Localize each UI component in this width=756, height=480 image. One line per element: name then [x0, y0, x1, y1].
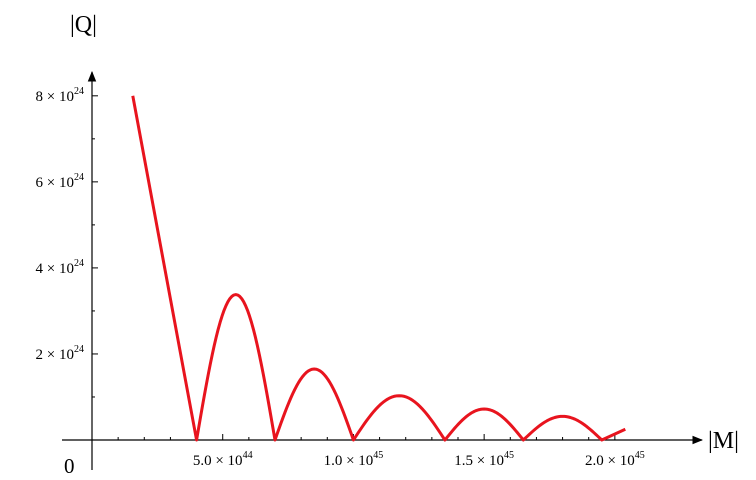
- y-axis-label: |Q|: [70, 12, 97, 38]
- x-minor-ticks: [117, 437, 590, 440]
- origin-label: 0: [64, 454, 75, 478]
- x-tick-label: 1.5 × 1045: [454, 450, 514, 469]
- y-tick-label: 8 × 1024: [36, 86, 84, 105]
- series-line: [131, 95, 626, 442]
- y-ticks: 2 × 1024 4 × 1024 6 × 1024 8 × 1024: [36, 86, 98, 363]
- x-tick-label: 1.0 × 1045: [324, 450, 384, 469]
- axes: [62, 70, 704, 470]
- y-tick-label: 6 × 1024: [36, 172, 84, 191]
- x-axis-label: |M|: [708, 428, 739, 454]
- y-tick-label: 4 × 1024: [36, 258, 84, 277]
- y-minor-ticks: [92, 138, 95, 398]
- x-ticks: 5.0 × 1044 1.0 × 1045 1.5 × 1045 2.0 × 1045: [193, 434, 645, 469]
- x-tick-label: 2.0 × 1045: [585, 450, 645, 469]
- y-tick-label: 2 × 1024: [36, 344, 84, 363]
- x-tick-label: 5.0 × 1044: [193, 450, 253, 469]
